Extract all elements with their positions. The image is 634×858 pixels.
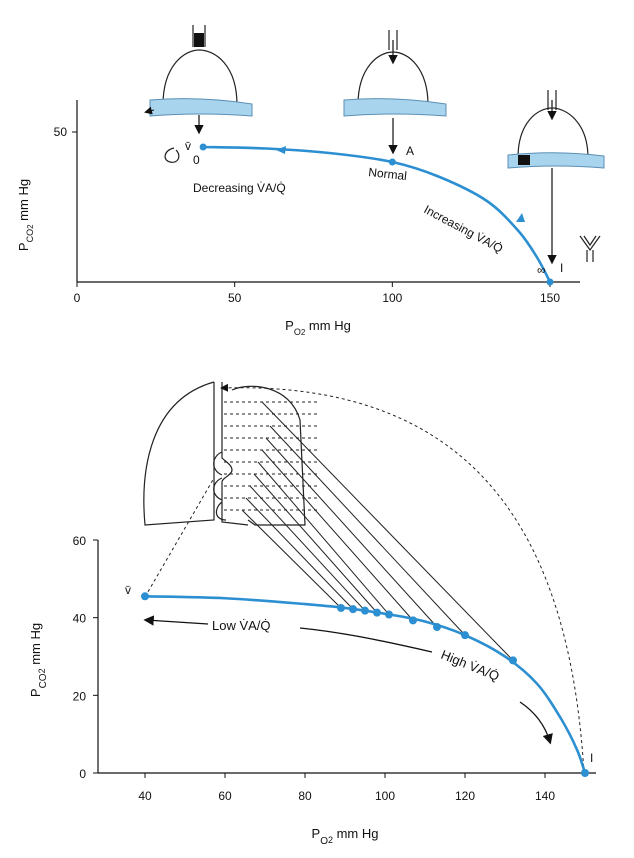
bottom-ticks: 40 60 80 100 120 140 0 20 40 60 <box>73 534 556 803</box>
bottom-data-point <box>337 603 345 612</box>
lung-connector <box>257 461 390 615</box>
lung-connector-lines <box>241 401 514 661</box>
bottom-point-label-vbar: v̄ <box>125 583 131 597</box>
top-annotation-increasing: Increasing V̇A/Q̇ <box>422 202 506 255</box>
top-curve-arrow-right <box>516 213 525 222</box>
lung-connector <box>265 437 438 628</box>
top-annotation-decreasing: Decreasing V̇A/Q̇ <box>193 181 286 195</box>
top-ticks: 0 50 100 150 50 <box>54 125 561 305</box>
bottom-data-point <box>141 592 149 601</box>
top-annotation-normal: Normal <box>368 165 408 183</box>
top-point-label-inf: ∞ <box>537 263 546 277</box>
top-data-point <box>388 158 396 166</box>
bottom-data-point <box>461 631 469 640</box>
bottom-x-tick-label: 120 <box>455 789 475 803</box>
bottom-x-tick-label: 140 <box>535 789 555 803</box>
top-data-point <box>199 143 207 151</box>
bottom-y-tick-label: 0 <box>79 767 86 781</box>
bottom-y-axis-label: PCO2 mm Hg <box>28 623 49 697</box>
bottom-x-tick-label: 60 <box>218 789 232 803</box>
top-point-label-A: A <box>406 144 414 158</box>
bottom-points <box>141 592 589 777</box>
bottom-data-point <box>409 616 417 625</box>
inspired-air-icon <box>579 235 601 262</box>
bottom-data-point <box>433 622 441 631</box>
top-data-point <box>546 278 554 286</box>
top-x-tick-label: 50 <box>228 291 242 305</box>
top-curve-arrow-left <box>276 146 286 154</box>
lung-connector <box>245 497 354 610</box>
lung-connector <box>261 401 514 661</box>
lung-connector <box>241 509 342 609</box>
bottom-chart: 40 60 80 100 120 140 0 20 40 60 PCO2 mm Hg PO2 mm… <box>28 381 596 847</box>
lung-connector <box>249 485 366 612</box>
bottom-y-tick-label: 60 <box>73 534 87 548</box>
bottom-x-tick-label: 40 <box>138 789 152 803</box>
alveolus-normal-icon <box>343 30 447 155</box>
bottom-x-axis-label: PO2 mm Hg <box>312 826 379 847</box>
top-x-tick-label: 150 <box>540 291 560 305</box>
bottom-data-point <box>385 610 393 619</box>
alveolus-blocked-perfusion-icon <box>507 90 605 265</box>
top-y-axis-label: PCO2 mm Hg <box>16 179 35 251</box>
bottom-annotation-high: High V̇A/Q̇ <box>439 647 502 684</box>
bottom-series-line <box>144 595 587 774</box>
swirl-icon <box>164 147 180 163</box>
top-y-tick-label: 50 <box>54 125 68 139</box>
high-arrow <box>519 701 553 745</box>
bottom-data-point <box>361 606 369 615</box>
bottom-data-point <box>581 769 589 777</box>
top-point-label-I: I <box>560 261 563 275</box>
bottom-data-point <box>349 605 357 614</box>
venous-dashed-line <box>144 477 215 598</box>
alveolus-blocked-airway-icon <box>144 25 253 135</box>
bottom-annotation-low: Low V̇A/Q̇ <box>212 618 271 633</box>
top-x-axis-label: PO2 mm Hg <box>285 318 351 337</box>
bottom-y-tick-label: 40 <box>73 612 87 626</box>
top-x-tick-label: 100 <box>382 291 402 305</box>
lung-connector <box>261 449 414 621</box>
lung-diagram-icon <box>143 381 306 526</box>
inspired-gas-dashed-line <box>220 383 585 774</box>
bottom-x-tick-label: 100 <box>375 789 395 803</box>
bottom-y-tick-label: 20 <box>73 689 87 703</box>
top-x-tick-label: 0 <box>74 291 81 305</box>
bottom-x-tick-label: 80 <box>298 789 312 803</box>
low-arrow <box>143 615 209 626</box>
bottom-point-label-I: I <box>590 751 593 765</box>
lung-connector <box>253 473 378 613</box>
low-high-connector <box>299 627 433 653</box>
lung-connector <box>269 425 466 636</box>
bottom-data-point <box>373 608 381 617</box>
top-point-label-0: 0 <box>193 153 200 167</box>
top-point-label-vbar: v̄ <box>185 139 191 153</box>
bottom-data-point <box>509 656 517 665</box>
top-points <box>199 143 554 286</box>
